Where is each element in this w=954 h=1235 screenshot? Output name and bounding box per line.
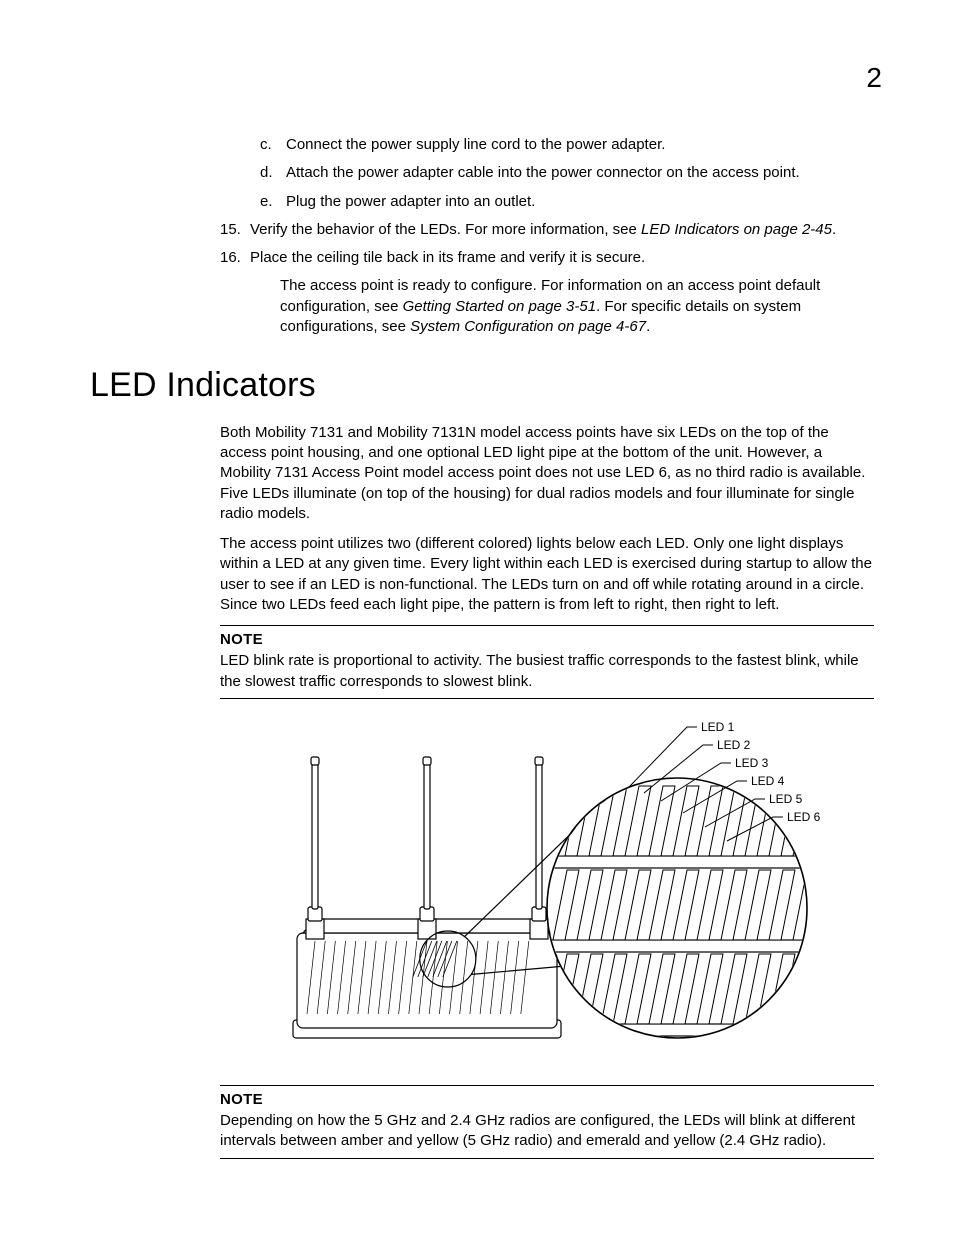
- substep-text: Plug the power adapter into an outlet.: [286, 192, 535, 212]
- led-diagram: LED 1 LED 2 LED 3 LED 4 LED 5 LED 6: [220, 713, 874, 1073]
- substep-marker: e.: [260, 192, 286, 212]
- step-text-pre: Verify the behavior of the LEDs. For mor…: [250, 221, 641, 238]
- step-item: 16. Place the ceiling tile back in its f…: [220, 248, 874, 268]
- followup-paragraph: The access point is ready to configure. …: [280, 276, 874, 337]
- substep-item: e. Plug the power adapter into an outlet…: [260, 192, 874, 212]
- followup-italic-2: System Configuration on page 4-67: [410, 318, 646, 335]
- followup-italic-1: Getting Started on page 3-51: [403, 298, 596, 315]
- section-heading: LED Indicators: [90, 363, 874, 409]
- svg-text:LED 2: LED 2: [717, 738, 751, 752]
- svg-text:LED 1: LED 1: [701, 720, 735, 734]
- substep-marker: c.: [260, 135, 286, 155]
- step-marker: 16.: [220, 248, 250, 268]
- body-paragraph: Both Mobility 7131 and Mobility 7131N mo…: [220, 423, 874, 524]
- note-text: LED blink rate is proportional to activi…: [220, 651, 874, 692]
- svg-text:LED 5: LED 5: [769, 792, 803, 806]
- substep-text: Attach the power adapter cable into the …: [286, 163, 800, 183]
- note-label: NOTE: [220, 1090, 874, 1110]
- substep-item: d. Attach the power adapter cable into t…: [260, 163, 874, 183]
- step-text: Place the ceiling tile back in its frame…: [250, 248, 645, 268]
- substep-text: Connect the power supply line cord to th…: [286, 135, 665, 155]
- svg-text:LED 3: LED 3: [735, 756, 769, 770]
- led-diagram-svg: LED 1 LED 2 LED 3 LED 4 LED 5 LED 6: [237, 713, 857, 1073]
- step-marker: 15.: [220, 220, 250, 240]
- substep-marker: d.: [260, 163, 286, 183]
- note-text: Depending on how the 5 GHz and 2.4 GHz r…: [220, 1111, 874, 1152]
- note-box: NOTE Depending on how the 5 GHz and 2.4 …: [220, 1085, 874, 1159]
- substep-list: c. Connect the power supply line cord to…: [260, 135, 874, 212]
- svg-text:LED 4: LED 4: [751, 774, 785, 788]
- step-text-post: .: [832, 221, 836, 238]
- note-label: NOTE: [220, 630, 874, 650]
- body-paragraph: The access point utilizes two (different…: [220, 534, 874, 615]
- svg-text:LED 6: LED 6: [787, 810, 821, 824]
- step-list: 15. Verify the behavior of the LEDs. For…: [220, 220, 874, 269]
- step-item: 15. Verify the behavior of the LEDs. For…: [220, 220, 874, 240]
- note-box: NOTE LED blink rate is proportional to a…: [220, 625, 874, 699]
- substep-item: c. Connect the power supply line cord to…: [260, 135, 874, 155]
- step-text-italic: LED Indicators on page 2-45: [641, 221, 832, 238]
- step-text: Verify the behavior of the LEDs. For mor…: [250, 220, 836, 240]
- followup-post: .: [646, 318, 650, 335]
- page-number: 2: [866, 62, 882, 94]
